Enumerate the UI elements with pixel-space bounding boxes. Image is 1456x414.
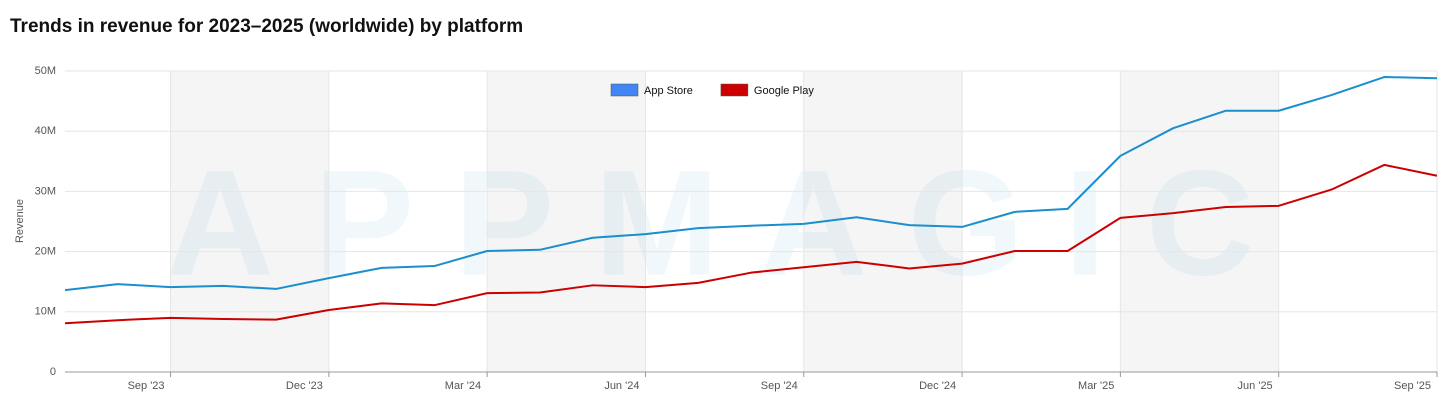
chart-title: Trends in revenue for 2023–2025 (worldwi… xyxy=(10,16,523,37)
x-tick-label: Dec '24 xyxy=(919,380,956,392)
series-line xyxy=(64,76,1438,292)
legend-swatch xyxy=(720,83,749,97)
x-tick-label: Dec '23 xyxy=(286,380,323,392)
legend-label: App Store xyxy=(644,85,693,97)
y-tick-label: 50M xyxy=(35,65,56,77)
y-tick-label: 40M xyxy=(35,125,56,137)
legend-swatch xyxy=(610,83,639,97)
x-tick-label: Jun '24 xyxy=(604,380,639,392)
shaded-band xyxy=(487,71,646,372)
watermark: APPMAGIC xyxy=(166,139,1294,307)
y-axis-label: Revenue xyxy=(14,199,26,243)
x-tick-label: Sep '23 xyxy=(128,380,165,392)
shaded-band xyxy=(170,71,329,372)
x-tick-label: Sep '25 xyxy=(1394,380,1431,392)
x-tick-label: Mar '25 xyxy=(1078,380,1114,392)
legend-label: Google Play xyxy=(754,85,814,97)
shaded-band xyxy=(1120,71,1279,372)
y-tick-label: 30M xyxy=(35,185,56,197)
x-tick-label: Mar '24 xyxy=(445,380,481,392)
y-tick-label: 0 xyxy=(50,366,56,378)
y-tick-label: 10M xyxy=(35,306,56,318)
x-tick-label: Jun '25 xyxy=(1238,380,1273,392)
series-line xyxy=(64,163,1438,325)
x-tick-label: Sep '24 xyxy=(761,380,798,392)
y-tick-label: 20M xyxy=(35,246,56,258)
